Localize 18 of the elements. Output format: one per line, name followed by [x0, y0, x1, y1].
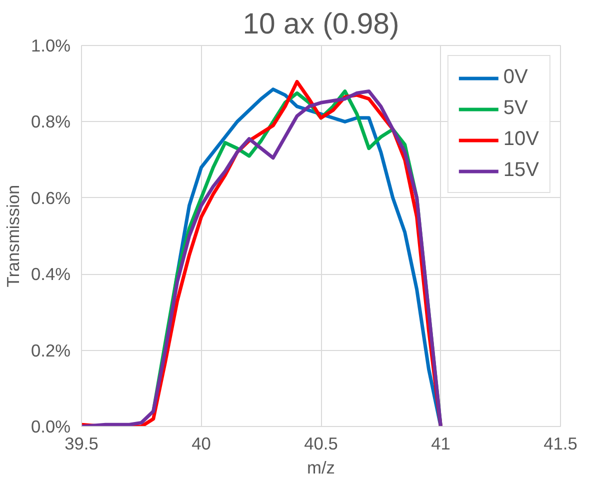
- x-tick-label: 41.5: [544, 434, 578, 454]
- y-tick-label: 0.6%: [31, 188, 71, 208]
- legend-label: 10V: [503, 128, 539, 151]
- y-axis-title: Transmission: [3, 184, 24, 288]
- y-tick-label: 0.0%: [31, 416, 71, 436]
- y-tick-label: 1.0%: [31, 36, 71, 56]
- legend-label: 5V: [503, 97, 528, 120]
- legend-label: 15V: [503, 159, 539, 182]
- y-tick-label: 0.8%: [31, 112, 71, 132]
- chart-title: 10 ax (0.98): [242, 8, 400, 40]
- y-tick-label: 0.2%: [31, 340, 71, 360]
- x-tick-label: 39.5: [64, 434, 98, 454]
- x-tick-label: 41: [431, 434, 450, 454]
- x-axis-title: m/z: [307, 458, 335, 478]
- x-tick-label: 40.5: [304, 434, 338, 454]
- y-tick-label: 0.4%: [31, 264, 71, 284]
- x-tick-label: 40: [192, 434, 211, 454]
- legend-label: 0V: [503, 66, 528, 89]
